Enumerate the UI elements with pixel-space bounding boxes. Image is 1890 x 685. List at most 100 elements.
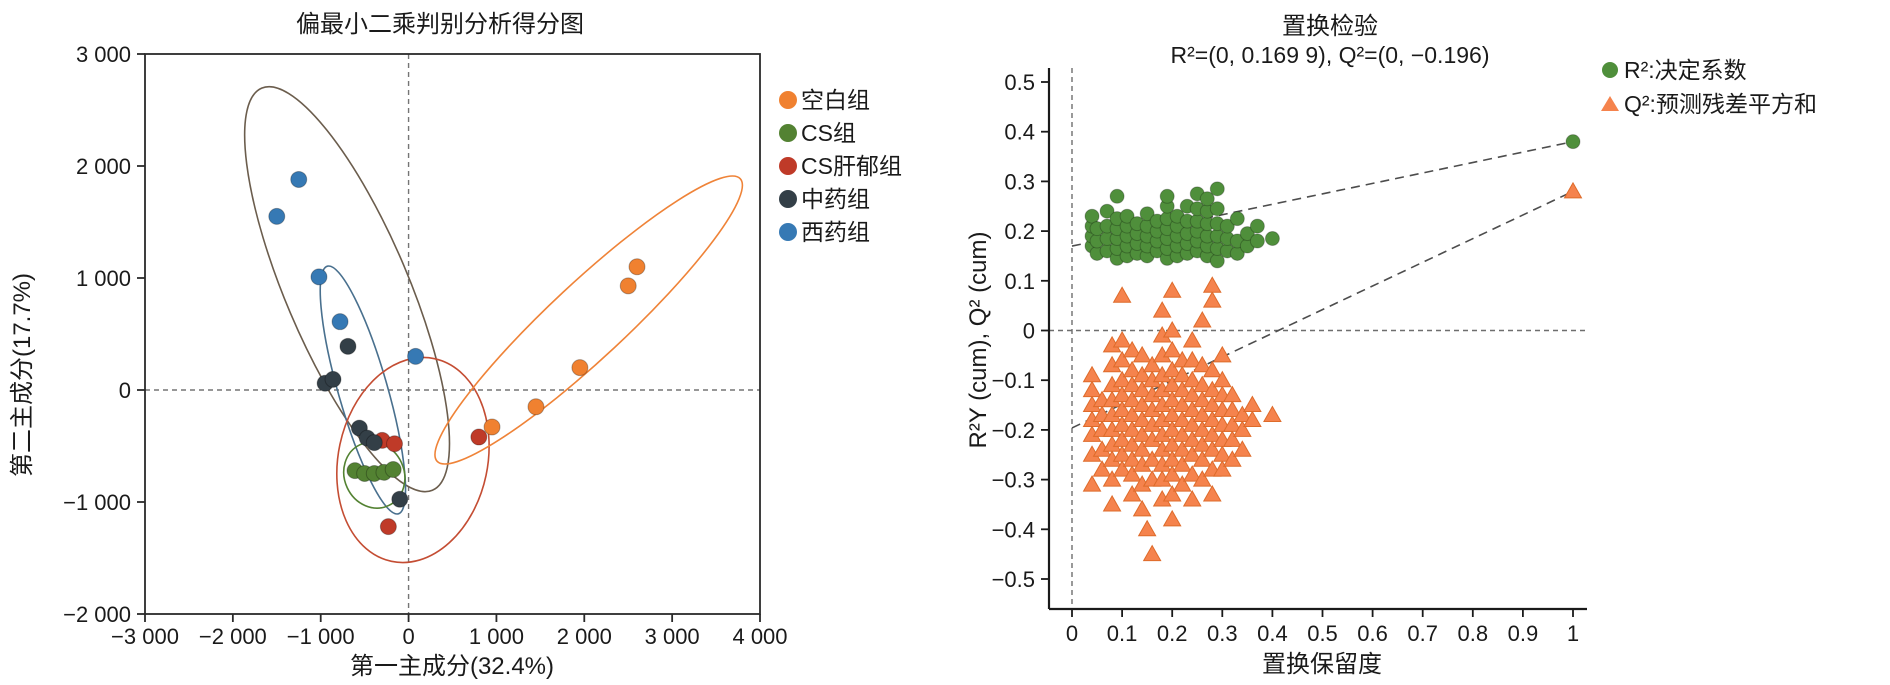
left-chart-title: 偏最小二乘判别分析得分图 xyxy=(296,11,584,38)
y-tick-label: 0.5 xyxy=(1004,70,1035,95)
data-point-q2 xyxy=(1112,460,1132,477)
data-point-q2 xyxy=(1122,465,1142,482)
data-point-blank-group xyxy=(571,359,589,377)
x-tick-label: 0.7 xyxy=(1407,621,1438,646)
x-tick-label: 4 000 xyxy=(732,624,787,649)
data-point-q2 xyxy=(1232,405,1252,422)
data-point-cs-liver-depression-group xyxy=(386,435,404,453)
confidence-ellipses xyxy=(243,85,744,564)
data-point-q2 xyxy=(1162,465,1182,482)
data-point-q2 xyxy=(1192,355,1212,373)
data-point-q2 xyxy=(1092,460,1112,477)
data-point-q2 xyxy=(1162,509,1182,527)
data-point-r2 xyxy=(1109,188,1125,204)
data-point-q2 xyxy=(1232,420,1252,437)
data-point-q2 xyxy=(1132,425,1152,442)
y-tick-label: −1 000 xyxy=(63,490,131,515)
left-x-axis-label: 第一主成分(32.4%) xyxy=(350,653,554,680)
data-point-q2 xyxy=(1172,395,1192,413)
x-tick-label: 1 xyxy=(1567,621,1579,646)
data-point-q2 xyxy=(1152,301,1172,318)
data-point-q2 xyxy=(1132,345,1152,363)
data-point-q2 xyxy=(1202,360,1222,378)
right-chart-subtitle: R²=(0, 0.169 9), Q²=(0, −0.196) xyxy=(1171,42,1490,68)
legend-item-tcm-group: 中药组 xyxy=(779,186,870,212)
x-tick-label: 3 000 xyxy=(645,624,700,649)
data-point-q2 xyxy=(1202,276,1222,293)
y-tick-label: 3 000 xyxy=(76,42,131,67)
legend-label: 空白组 xyxy=(801,87,870,113)
data-point-q2 xyxy=(1132,410,1152,427)
y-tick-label: −0.2 xyxy=(992,418,1035,443)
plsda-score-chart: −3 000 −2 000 −1 000 0 1 000 2 000 3 000 4 000−… xyxy=(9,11,902,680)
data-point-q2 xyxy=(1112,286,1132,303)
data-point-r2 xyxy=(1199,191,1215,207)
data-point-q2 xyxy=(1212,445,1232,462)
data-point-q2 xyxy=(1112,445,1132,462)
y-tick-label: 0 xyxy=(119,378,131,403)
legend-item-blank-group: 空白组 xyxy=(779,87,870,113)
data-point-q2 xyxy=(1182,465,1202,482)
data-point-q2 xyxy=(1082,475,1102,492)
data-point-cs-liver-depression-group xyxy=(379,518,397,536)
data-point-q2 xyxy=(1192,375,1212,393)
data-point-q2 xyxy=(1142,355,1162,373)
data-point-q2 xyxy=(1162,360,1182,378)
data-point-q2 xyxy=(1142,450,1162,467)
data-point-q2 xyxy=(1182,415,1202,432)
data-point-q2 xyxy=(1172,440,1192,457)
data-point-q2 xyxy=(1162,405,1182,422)
data-point-q2 xyxy=(1122,360,1142,378)
data-point-q2 xyxy=(1182,385,1202,403)
legend-marker-circle-icon xyxy=(1602,62,1618,78)
data-point-q2 xyxy=(1122,484,1142,502)
legend-item-q2: Q²:预测残差平方和 xyxy=(1601,91,1817,117)
data-point-q2 xyxy=(1122,420,1142,437)
confidence-ellipse-western-medicine-group xyxy=(243,85,451,493)
data-point-tcm-group xyxy=(324,370,342,388)
data-point-q2 xyxy=(1172,455,1192,472)
x-tick-label: 0.4 xyxy=(1257,621,1288,646)
y-tick-label: −0.3 xyxy=(992,468,1035,493)
right-zero-reference-lines xyxy=(1049,68,1587,609)
data-point-tcm-group xyxy=(339,337,357,355)
data-point-q2 xyxy=(1132,395,1152,413)
data-point-q2 xyxy=(1192,390,1212,408)
data-point-q2 xyxy=(1222,430,1242,447)
data-point-q2 xyxy=(1172,410,1192,427)
data-point-q2 xyxy=(1122,340,1142,358)
right-data-points xyxy=(1082,134,1583,562)
data-point-q2 xyxy=(1172,380,1192,398)
data-point-q2 xyxy=(1202,291,1222,308)
data-point-cs-liver-depression-group xyxy=(470,428,488,446)
data-point-q2 xyxy=(1232,440,1252,457)
legend-label: CS组 xyxy=(801,120,856,146)
legend-label: Q²:预测残差平方和 xyxy=(1624,91,1817,117)
data-point-q2 xyxy=(1202,410,1222,427)
data-point-q2 xyxy=(1162,435,1182,452)
data-point-q2 xyxy=(1112,415,1132,432)
x-tick-label: 0.9 xyxy=(1508,621,1539,646)
regression-lines xyxy=(1071,140,1574,429)
data-point-q2 xyxy=(1202,440,1222,457)
data-point-q2 xyxy=(1182,330,1202,348)
data-point-cs-group xyxy=(384,461,402,479)
y-tick-label: 0 xyxy=(1023,319,1035,344)
data-point-r2 xyxy=(1264,231,1280,247)
data-point-q2 xyxy=(1192,420,1212,437)
y-tick-label: 0.3 xyxy=(1004,169,1035,194)
data-point-q2 xyxy=(1212,345,1232,363)
confidence-ellipse-blank-group xyxy=(434,175,744,465)
data-point-r2 xyxy=(1139,206,1155,222)
plot-frame xyxy=(144,53,761,615)
left-axes: −3 000 −2 000 −1 000 0 1 000 2 000 3 000 4 000−… xyxy=(63,42,787,649)
data-point-r2 xyxy=(1249,218,1265,234)
data-point-q2 xyxy=(1082,365,1102,383)
legend-label: CS肝郁组 xyxy=(801,153,902,179)
y-tick-label: −0.5 xyxy=(992,567,1035,592)
data-point-q2 xyxy=(1192,405,1212,422)
left-y-axis-label: 第二主成分(17.7%) xyxy=(9,273,36,477)
data-point-q2 xyxy=(1122,405,1142,422)
x-tick-label: 0.5 xyxy=(1307,621,1338,646)
x-tick-label: 0.1 xyxy=(1107,621,1138,646)
